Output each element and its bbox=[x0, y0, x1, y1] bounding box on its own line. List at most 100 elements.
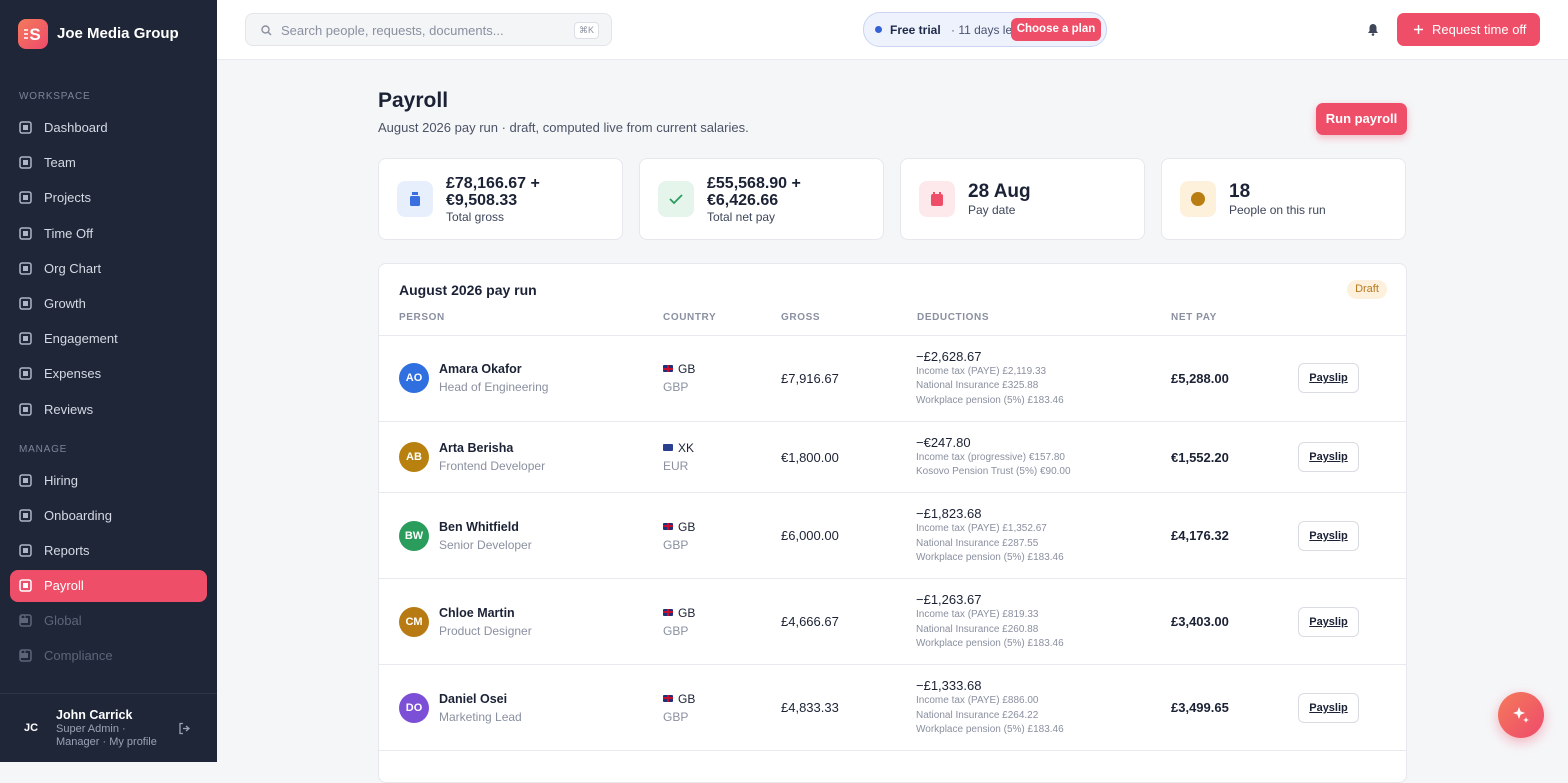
flag bbox=[663, 365, 673, 373]
deduction-line: Income tax (PAYE) £2,119.33 bbox=[916, 366, 1047, 377]
payrun-table: August 2026 pay run Draft AO Amara Okafor… bbox=[378, 263, 1407, 783]
stat-value: £55,568.90 + €6,426.66 bbox=[707, 174, 801, 209]
stat-icon bbox=[919, 181, 955, 217]
logout-icon[interactable] bbox=[178, 722, 191, 735]
payslip-button[interactable]: Payslip bbox=[1298, 363, 1359, 394]
gross: £6,000.00 bbox=[781, 528, 839, 544]
nav-item[interactable]: Growth bbox=[10, 286, 207, 321]
stat-body: 28 Aug Pay date bbox=[968, 159, 1031, 239]
country-cell: GB GBP bbox=[663, 665, 695, 750]
svg-text:S: S bbox=[29, 25, 40, 44]
country-cell: XK EUR bbox=[663, 422, 694, 493]
button-label: Request time off bbox=[1432, 22, 1527, 37]
nav-icon bbox=[19, 297, 32, 310]
gross-cell: €1,800.00 bbox=[781, 422, 839, 493]
notifications[interactable] bbox=[1367, 23, 1379, 36]
nav-label: Growth bbox=[44, 295, 86, 311]
run-payroll-button[interactable]: Run payroll bbox=[1316, 103, 1407, 135]
nav-item[interactable]: Team bbox=[10, 145, 207, 180]
page-subtitle: August 2026 pay run · draft, computed li… bbox=[378, 120, 749, 135]
stat-glyph bbox=[669, 194, 683, 205]
nav-item[interactable]: Global bbox=[10, 603, 207, 638]
currency: EUR bbox=[663, 459, 689, 474]
nav-icon bbox=[19, 509, 32, 522]
nav-item[interactable]: Org Chart bbox=[10, 251, 207, 286]
nav-icon bbox=[19, 332, 32, 345]
person-name[interactable]: Amara Okafor bbox=[439, 362, 522, 377]
nav-section: MANAGE Hiring Onboarding Reports Payroll Glob… bbox=[0, 444, 217, 674]
table-row: CM Chloe Martin Product Designer GB GBP £4,66… bbox=[379, 579, 1406, 666]
avatar: CM bbox=[399, 606, 429, 637]
deductions-total: −£1,263.67 bbox=[916, 592, 982, 608]
person-cell: Chloe Martin Product Designer bbox=[439, 579, 532, 664]
person-name[interactable]: Chloe Martin bbox=[439, 605, 515, 620]
person-cell: Ben Whitfield Senior Developer bbox=[439, 493, 532, 578]
person-role: Senior Developer bbox=[439, 537, 532, 552]
deductions-cell: −£1,263.67 Income tax (PAYE) £819.33 Natio… bbox=[916, 592, 1406, 651]
person-name[interactable]: Arta Berisha bbox=[439, 441, 514, 456]
person-role: Product Designer bbox=[439, 623, 532, 638]
nav-label: Reports bbox=[44, 543, 90, 559]
nav-label: Engagement bbox=[44, 331, 118, 347]
person-name[interactable]: Ben Whitfield bbox=[439, 519, 519, 534]
shortcut: ⌘K bbox=[573, 22, 599, 39]
nav-icon bbox=[19, 191, 32, 205]
nav-item[interactable]: Dashboard bbox=[10, 110, 207, 145]
nav-item[interactable]: Engagement bbox=[10, 321, 207, 356]
nav-item[interactable]: Payroll bbox=[10, 570, 207, 603]
country: GB bbox=[663, 362, 695, 376]
avatar: BW bbox=[399, 520, 429, 551]
table-title: August 2026 pay run bbox=[399, 282, 537, 298]
person-cell: Amara Okafor Head of Engineering bbox=[439, 336, 548, 421]
country-code: GB bbox=[678, 362, 696, 377]
nav-item[interactable]: Expenses bbox=[10, 356, 207, 391]
assistant-button[interactable] bbox=[1498, 692, 1544, 738]
gross: €1,800.00 bbox=[781, 449, 839, 465]
brand: Joe Media Group bbox=[57, 25, 179, 42]
user-name[interactable]: John Carrick bbox=[56, 708, 133, 722]
stat-body: 18 People on this run bbox=[1229, 159, 1326, 239]
gross: £7,916.67 bbox=[781, 370, 839, 386]
person-name[interactable]: Daniel Osei bbox=[439, 691, 508, 706]
payslip-button[interactable]: Payslip bbox=[1298, 442, 1359, 473]
flag bbox=[663, 694, 673, 702]
stat-label: People on this run bbox=[1229, 203, 1326, 217]
flag bbox=[663, 444, 673, 452]
stat-card: 18 People on this run bbox=[1161, 158, 1406, 240]
deductions-cell: −€247.80 Income tax (progressive) €157.80… bbox=[916, 435, 1406, 480]
nav-label: Time Off bbox=[44, 225, 94, 241]
deduction-line: Workplace pension (5%) £183.46 bbox=[916, 637, 1064, 649]
choose-plan-button[interactable]: Choose a plan bbox=[1011, 18, 1101, 41]
deduction-line: Workplace pension (5%) £183.46 bbox=[916, 723, 1064, 735]
net-cell: £3,403.00 bbox=[1171, 579, 1229, 664]
search[interactable]: Search people, requests, documents... ⌘K bbox=[245, 13, 612, 46]
currency: GBP bbox=[663, 623, 689, 638]
payslip-button[interactable]: Payslip bbox=[1298, 692, 1359, 723]
nav-item[interactable]: Reports bbox=[10, 533, 207, 568]
nav-item[interactable]: Reviews bbox=[10, 392, 207, 427]
gross-cell: £4,833.33 bbox=[781, 665, 839, 750]
nav-item[interactable]: Hiring bbox=[10, 463, 207, 498]
nav-item[interactable]: Projects bbox=[10, 180, 207, 215]
deduction-line: Income tax (PAYE) £1,352.67 bbox=[916, 523, 1047, 535]
gross: £4,666.67 bbox=[781, 614, 839, 630]
gross-cell: £6,000.00 bbox=[781, 493, 839, 578]
trial-dot bbox=[875, 26, 882, 33]
deduction-line: Workplace pension (5%) £183.46 bbox=[916, 394, 1064, 406]
person-cell: Daniel Osei Marketing Lead bbox=[439, 665, 522, 750]
nav-item[interactable]: Compliance bbox=[10, 638, 207, 673]
plus-icon bbox=[1414, 25, 1423, 34]
avatar: AO bbox=[399, 363, 429, 394]
table-row: AB Arta Berisha Frontend Developer XK EUR €1,… bbox=[379, 422, 1406, 494]
currency: GBP bbox=[663, 380, 689, 395]
nav-item[interactable]: Onboarding bbox=[10, 498, 207, 533]
nav-icon bbox=[19, 156, 32, 169]
payslip-button[interactable]: Payslip bbox=[1298, 520, 1359, 551]
lock-icon bbox=[19, 614, 27, 624]
request-time-off-button[interactable]: Request time off bbox=[1397, 13, 1540, 46]
logo: S bbox=[18, 19, 48, 49]
stat-glyph bbox=[931, 192, 943, 206]
payslip-button[interactable]: Payslip bbox=[1298, 606, 1359, 637]
nav-item[interactable]: Time Off bbox=[10, 216, 207, 251]
nav-label: Projects bbox=[44, 190, 91, 206]
